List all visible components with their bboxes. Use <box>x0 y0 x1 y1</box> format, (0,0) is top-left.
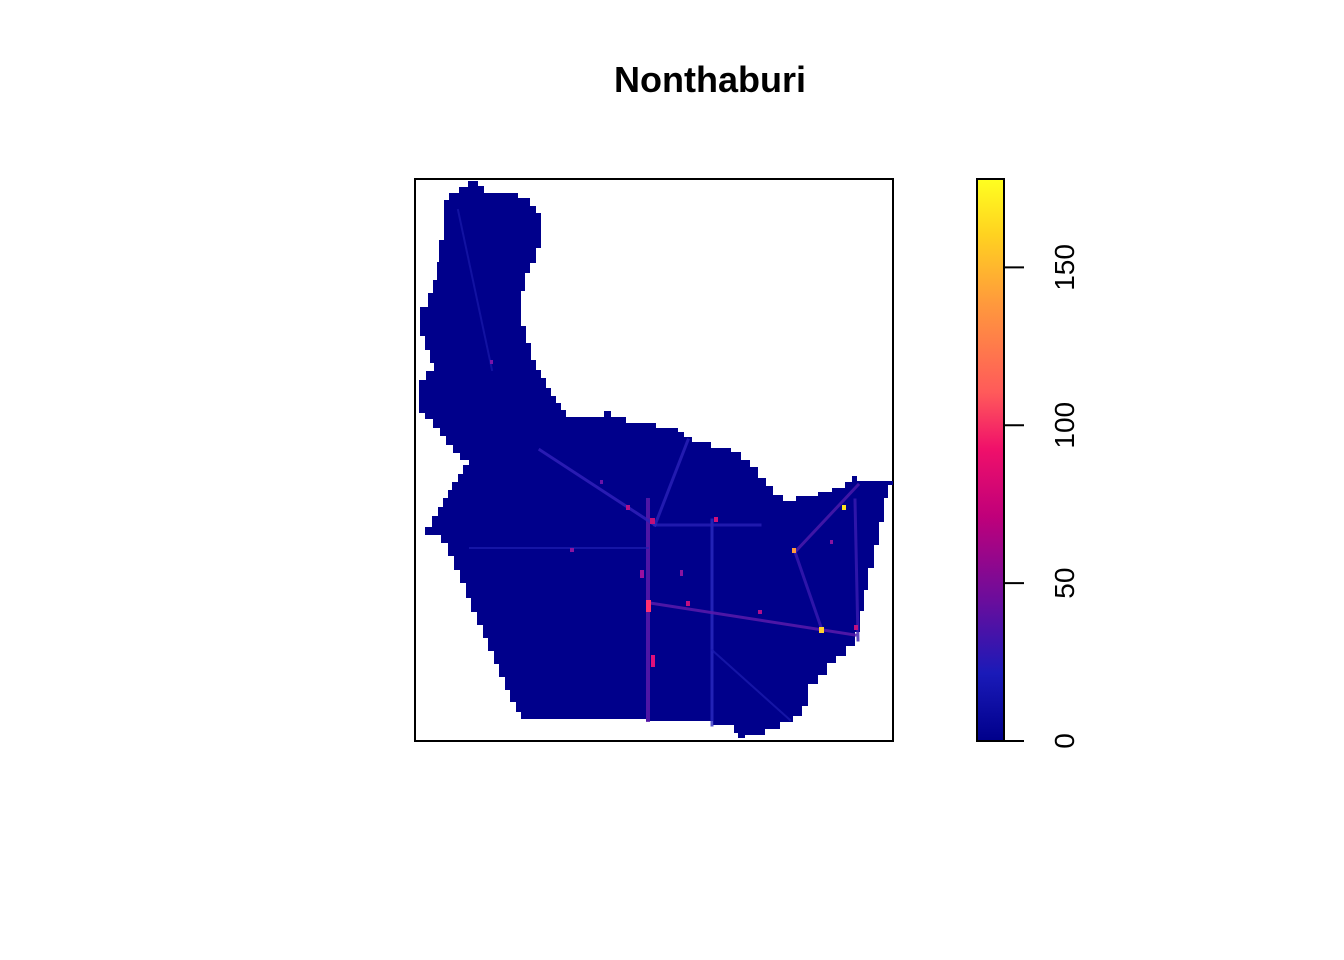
hotspot-pixel <box>600 480 603 484</box>
region-fill <box>419 181 893 738</box>
road-south-east-diag <box>710 648 792 722</box>
hotspot-pixel <box>651 655 655 667</box>
hotspot-pixel <box>640 570 644 578</box>
hotspot-pixel <box>650 518 655 524</box>
map-region <box>419 181 893 738</box>
hotspot-pixel <box>686 601 690 606</box>
hotspot-pixel <box>854 625 858 630</box>
hotspot-pixel <box>490 360 493 364</box>
hotspot-pixel <box>819 627 824 633</box>
legend-tick-label: 150 <box>1049 244 1080 291</box>
legend-ticks: 0 50 100 150 <box>1004 244 1080 749</box>
road-east-branch <box>792 482 861 555</box>
road-southeast <box>793 550 824 632</box>
road-diagonal-west <box>537 447 658 528</box>
road-diagonal-center <box>653 438 690 527</box>
hotspot-pixel <box>626 505 630 510</box>
road-northwest <box>456 208 494 372</box>
hotspot-pixel <box>792 548 796 553</box>
legend-colorbar <box>976 178 1005 742</box>
hotspot-pixel <box>646 600 651 612</box>
map-frame <box>414 178 894 742</box>
legend-tick-label: 0 <box>1049 733 1080 749</box>
legend-tick-label: 100 <box>1049 402 1080 449</box>
map-hotspots <box>490 360 858 667</box>
hotspot-pixel <box>714 517 718 522</box>
hotspot-pixel <box>842 505 846 510</box>
legend: 0 50 100 150 <box>976 178 1080 749</box>
hotspot-pixel <box>758 610 762 614</box>
road-east-vertical <box>853 498 860 642</box>
hotspot-pixel <box>680 570 683 576</box>
map-title: Nonthaburi <box>614 59 806 100</box>
legend-tick-label: 50 <box>1049 568 1080 599</box>
hotspot-pixel <box>830 540 833 544</box>
hotspot-pixel <box>570 548 574 552</box>
